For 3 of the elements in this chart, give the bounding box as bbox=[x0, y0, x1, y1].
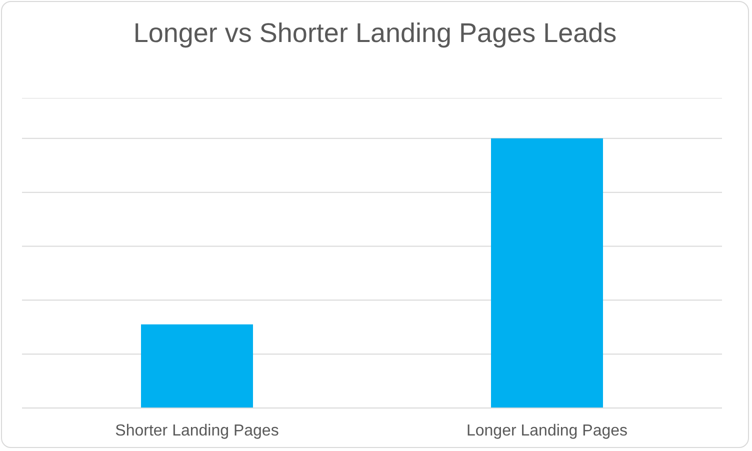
x-tick-label: Longer Landing Pages bbox=[466, 422, 628, 440]
chart-title: Longer vs Shorter Landing Pages Leads bbox=[132, 18, 618, 50]
x-tick-label: Shorter Landing Pages bbox=[115, 422, 279, 440]
